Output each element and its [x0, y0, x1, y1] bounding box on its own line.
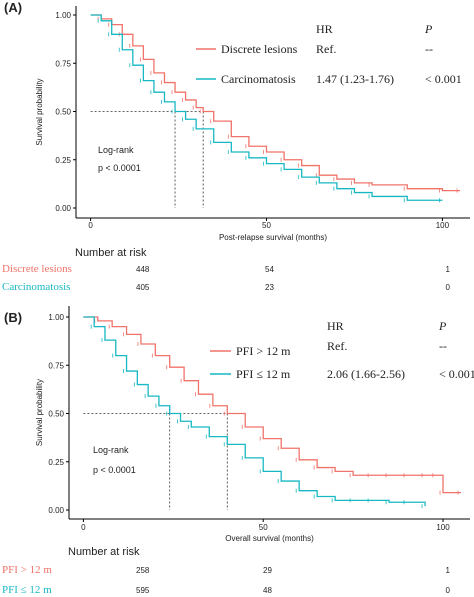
risk-count: 54 [265, 265, 274, 274]
y-tick-label: 0.00 [48, 506, 64, 515]
y-axis-title: Survival probability [35, 379, 44, 446]
y-tick-label: 0.75 [55, 59, 71, 68]
risk-row-label: PFI > 12 m [2, 564, 52, 576]
risk-count: 595 [136, 586, 150, 595]
logrank-label: Log-rank [98, 145, 134, 155]
survival-curve-1 [83, 316, 461, 494]
y-tick-label: 0.25 [48, 458, 64, 467]
risk-count: 0 [446, 283, 451, 292]
legend-label: PFI ≤ 12 m [236, 367, 291, 381]
hr-value: Ref. [327, 339, 347, 353]
y-tick-label: 0.50 [55, 108, 71, 117]
risk-count: 23 [265, 283, 274, 292]
survival-curve-1 [90, 14, 460, 192]
risk-count: 405 [136, 283, 150, 292]
y-tick-label: 0.25 [55, 156, 71, 165]
risk-count: 1 [446, 566, 451, 575]
logrank-label: Log-rank [93, 445, 129, 455]
p-value: < 0.001 [425, 72, 462, 86]
risk-row-label: Carcinomatosis [2, 281, 70, 293]
p-value: -- [439, 339, 447, 353]
risk-row-label: Discrete lesions [2, 263, 72, 275]
survival-curve-2 [83, 316, 426, 507]
y-tick-label: 0.00 [55, 204, 71, 213]
y-tick-label: 0.75 [48, 361, 64, 370]
hr-header: HR [316, 22, 333, 36]
x-tick-label: 0 [88, 221, 93, 230]
legend-label: PFI > 12 m [236, 344, 291, 358]
y-axis-title: Survival probability [35, 78, 44, 145]
risk-count: 48 [263, 586, 272, 595]
legend-label: Carcinomatosis [221, 72, 296, 86]
logrank-p: p < 0.0001 [93, 465, 136, 475]
x-tick-label: 50 [259, 523, 268, 532]
hr-value: 2.06 (1.66-2.56) [327, 367, 405, 381]
risk-row-label: PFI ≤ 12 m [2, 584, 52, 596]
panel-label: (B) [4, 310, 22, 325]
x-tick-label: 100 [436, 221, 450, 230]
hr-value: 1.47 (1.23-1.76) [316, 72, 394, 86]
risk-table-title: Number at risk [75, 247, 147, 259]
hr-header: HR [327, 319, 344, 333]
p-header: P [438, 319, 447, 333]
y-tick-label: 1.00 [48, 313, 64, 322]
risk-count: 29 [263, 566, 272, 575]
legend-label: Discrete lesions [221, 42, 298, 56]
y-tick-label: 0.50 [48, 410, 64, 419]
x-axis-title: Post-relapse survival (months) [219, 233, 327, 242]
y-tick-label: 1.00 [55, 11, 71, 20]
p-value: -- [425, 42, 433, 56]
risk-count: 1 [446, 265, 451, 274]
risk-count: 258 [136, 566, 150, 575]
logrank-p: p < 0.0001 [98, 163, 141, 173]
risk-count: 448 [136, 265, 150, 274]
hr-value: Ref. [316, 42, 336, 56]
p-header: P [424, 22, 433, 36]
p-value: < 0.001 [439, 367, 474, 381]
x-tick-label: 0 [81, 523, 86, 532]
risk-count: 0 [446, 586, 451, 595]
x-axis-title: Overall survival (months) [225, 534, 314, 543]
panel-label: (A) [4, 0, 22, 15]
risk-table-title: Number at risk [68, 546, 140, 558]
x-tick-label: 100 [436, 523, 450, 532]
x-tick-label: 50 [262, 221, 271, 230]
survival-curve-2 [90, 14, 443, 201]
